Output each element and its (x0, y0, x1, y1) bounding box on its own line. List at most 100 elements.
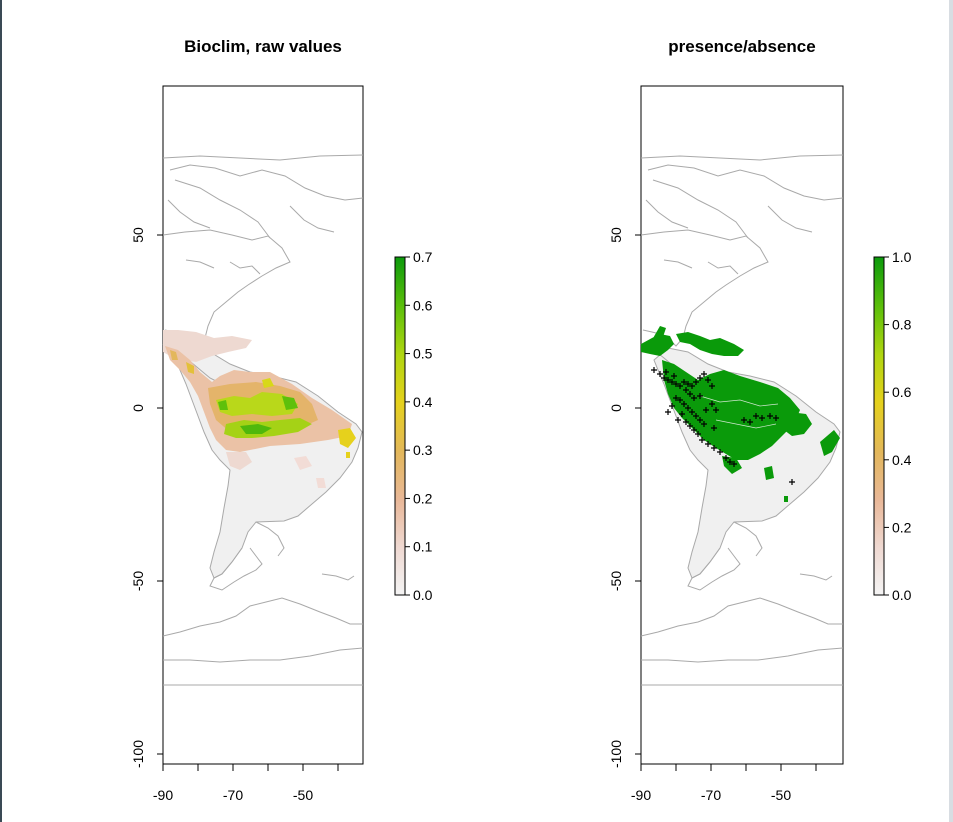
antarctica-coastline (640, 597, 844, 663)
legend-ticks-presence: 0.0 0.2 0.4 0.6 0.8 1.0 (884, 249, 912, 603)
occurrence-point (711, 445, 717, 451)
legend-tick-label: 0.8 (892, 317, 912, 333)
legend-tick-label: 0.4 (892, 452, 912, 468)
occurrence-point (789, 479, 795, 485)
occurrence-point (703, 407, 709, 413)
occurrence-point (753, 413, 759, 419)
occurrence-point (699, 437, 705, 443)
x-tick-label: -50 (771, 787, 791, 803)
occurrence-point (675, 417, 681, 423)
occurrence-point (691, 395, 697, 401)
occurrence-point (679, 411, 685, 417)
legend-tick-label: 0.5 (413, 346, 433, 362)
occurrence-point (701, 371, 707, 377)
occurrence-point (767, 413, 773, 419)
occurrence-point (709, 383, 715, 389)
occurrence-point (673, 395, 679, 401)
color-legend-bioclim (394, 256, 406, 596)
occurrence-point (671, 373, 677, 379)
north-america-coastline (162, 154, 364, 347)
legend-tick-label: 0.2 (892, 519, 912, 535)
occurrence-point (651, 367, 657, 373)
y-tick-label: -50 (130, 571, 146, 591)
y-tick-label: 0 (608, 404, 624, 412)
occurrence-point (677, 397, 683, 403)
x-tick-label: -70 (701, 787, 721, 803)
x-tick-label: -90 (631, 787, 651, 803)
y-tick-label: -100 (130, 740, 146, 768)
plot-title-bioclim: Bioclim, raw values (184, 37, 342, 56)
y-axis-bioclim (157, 234, 163, 755)
occurrence-point (663, 369, 669, 375)
legend-tick-label: 0.6 (413, 297, 433, 313)
occurrence-points (651, 367, 795, 485)
legend-ticks-bioclim: 0.0 0.1 0.2 0.3 0.4 0.5 0.6 0.7 (405, 249, 433, 603)
y-axis-presence (635, 234, 641, 755)
legend-tick-label: 0.4 (413, 394, 433, 410)
occurrence-point (673, 381, 679, 387)
occurrence-point (683, 419, 689, 425)
y-tick-label: -50 (608, 571, 624, 591)
y-tick-label: 0 (130, 404, 146, 412)
plot-title-presence: presence/absence (668, 37, 816, 56)
antarctica-coastline (162, 597, 364, 663)
x-tick-label: -50 (293, 787, 313, 803)
y-tick-label: 50 (608, 227, 624, 243)
occurrence-point (669, 403, 675, 409)
occurrence-point (731, 461, 737, 467)
occurrence-point (665, 377, 671, 383)
occurrence-point (665, 409, 671, 415)
occurrence-point (661, 375, 667, 381)
occurrence-point (713, 407, 719, 413)
legend-tick-label: 0.0 (413, 587, 433, 603)
occurrence-point (741, 417, 747, 423)
occurrence-point (697, 393, 703, 399)
occurrence-point (681, 379, 687, 385)
occurrence-point (701, 421, 707, 427)
occurrence-point (689, 409, 695, 415)
occurrence-point (697, 417, 703, 423)
x-tick-label: -70 (223, 787, 243, 803)
x-axis-presence (640, 764, 817, 771)
occurrence-point (747, 419, 753, 425)
occurrence-point (693, 379, 699, 385)
color-legend-presence (873, 256, 885, 596)
occurrence-point (711, 425, 717, 431)
occurrence-point (709, 401, 715, 407)
occurrence-point (687, 423, 693, 429)
legend-tick-label: 1.0 (892, 249, 912, 265)
occurrence-point (677, 383, 683, 389)
window-edge-right (949, 0, 953, 822)
occurrence-point (691, 427, 697, 433)
occurrence-point (685, 405, 691, 411)
y-tick-label: -100 (608, 740, 624, 768)
occurrence-point (683, 387, 689, 393)
legend-tick-label: 0.0 (892, 587, 912, 603)
occurrence-point (687, 391, 693, 397)
occurrence-point (773, 415, 779, 421)
legend-tick-label: 0.2 (413, 490, 433, 506)
occurrence-point (689, 383, 695, 389)
x-tick-label: -90 (153, 787, 173, 803)
occurrence-point (717, 449, 723, 455)
occurrence-point (727, 459, 733, 465)
occurrence-point (705, 441, 711, 447)
x-axis-bioclim (162, 764, 339, 771)
suitability-raster (163, 330, 356, 488)
legend-tick-label: 0.6 (892, 384, 912, 400)
occurrence-point (669, 379, 675, 385)
y-tick-label: 50 (130, 227, 146, 243)
occurrence-point (693, 413, 699, 419)
north-america-coastline (640, 154, 844, 347)
occurrence-point (681, 401, 687, 407)
occurrence-point (759, 415, 765, 421)
legend-tick-label: 0.1 (413, 539, 433, 555)
legend-tick-label: 0.7 (413, 249, 433, 265)
occurrence-point (657, 371, 663, 377)
occurrence-point (695, 431, 701, 437)
window-edge-left (0, 0, 2, 822)
